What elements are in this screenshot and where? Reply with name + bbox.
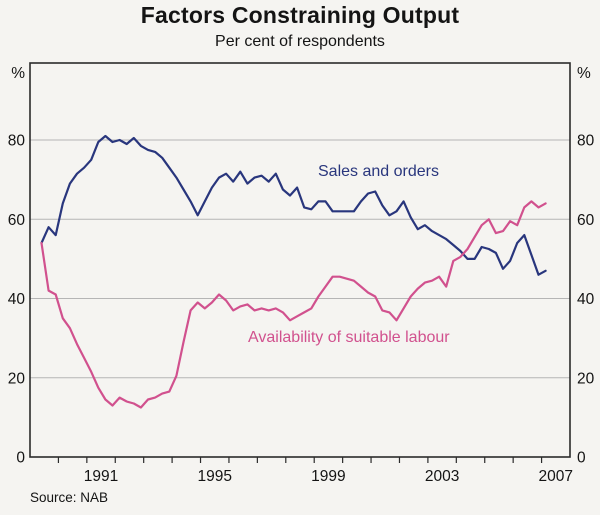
y-axis-label-left-40: 40 xyxy=(8,291,26,308)
y-axis-unit-left: % xyxy=(11,65,25,82)
y-axis-label-left-20: 20 xyxy=(8,370,26,387)
y-axis-label-left-0: 0 xyxy=(16,450,25,467)
x-axis-label-2003: 2003 xyxy=(425,468,459,485)
chart-title: Factors Constraining Output xyxy=(140,2,460,28)
sales-and-orders-line xyxy=(40,134,547,276)
y-axis-label-right-60: 60 xyxy=(577,212,595,229)
chart-subtitle: Per cent of respondents xyxy=(215,33,385,50)
y-axis-label-right-20: 20 xyxy=(577,370,595,387)
availability-of-suitable-labour-line xyxy=(40,200,547,409)
y-axis-label-left-60: 60 xyxy=(8,212,26,229)
y-axis-label-left-80: 80 xyxy=(8,133,26,150)
y-axis-unit-right: % xyxy=(577,65,591,82)
y-axis-label-right-0: 0 xyxy=(577,450,586,467)
x-axis-label-1999: 1999 xyxy=(311,468,345,485)
series-label-sales-and-orders: Sales and orders xyxy=(318,163,439,180)
y-axis-label-right-40: 40 xyxy=(577,291,595,308)
series-label-availability-of-suitable-labour: Availability of suitable labour xyxy=(248,329,450,346)
x-axis-label-1991: 1991 xyxy=(84,468,118,485)
source-note: Source: NAB xyxy=(30,490,109,505)
x-axis-label-2007: 2007 xyxy=(539,468,573,485)
x-axis-label-1995: 1995 xyxy=(197,468,231,485)
plot-border xyxy=(29,62,571,458)
y-axis-label-right-80: 80 xyxy=(577,133,595,150)
